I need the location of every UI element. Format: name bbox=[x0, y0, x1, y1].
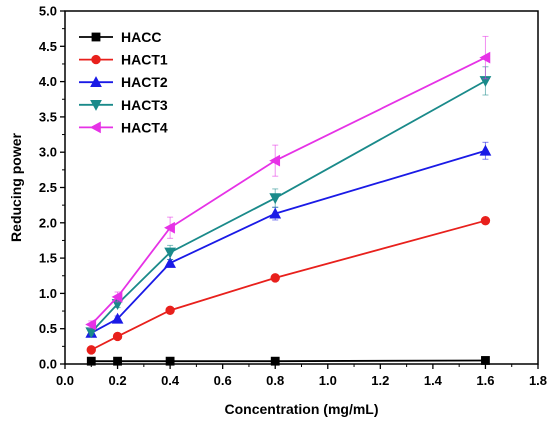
x-tick-label: 1.0 bbox=[319, 373, 337, 388]
data-point bbox=[86, 356, 96, 366]
data-point bbox=[111, 312, 124, 324]
y-tick-label: 1.5 bbox=[39, 251, 57, 266]
legend-label: HACT1 bbox=[121, 52, 168, 68]
x-axis-title: Concentration (mg/mL) bbox=[225, 401, 379, 417]
legend-marker bbox=[90, 76, 102, 88]
series-hact2 bbox=[85, 141, 492, 338]
x-tick-label: 0.2 bbox=[109, 373, 127, 388]
legend-label: HACC bbox=[121, 29, 161, 45]
data-point bbox=[113, 356, 122, 366]
data-point bbox=[86, 345, 96, 355]
x-tick-label: 0.8 bbox=[266, 373, 284, 388]
data-point bbox=[164, 221, 175, 234]
data-point bbox=[270, 356, 280, 366]
legend-label: HACT4 bbox=[121, 119, 168, 135]
y-tick-label: 0.0 bbox=[39, 357, 57, 372]
data-point bbox=[481, 356, 490, 365]
data-point bbox=[269, 193, 282, 205]
data-point bbox=[85, 318, 97, 331]
y-tick-label: 0.5 bbox=[39, 321, 57, 336]
x-tick-label: 1.4 bbox=[424, 373, 443, 388]
series-hact4 bbox=[85, 35, 491, 331]
x-tick-label: 0.6 bbox=[214, 373, 232, 388]
legend-marker bbox=[90, 99, 102, 111]
x-tick-label: 0.0 bbox=[56, 373, 74, 388]
y-axis-title: Reducing power bbox=[8, 133, 24, 242]
data-point bbox=[270, 273, 280, 283]
legend: HACC HACT1 HACT2 HACT3 HACT4 bbox=[79, 29, 168, 135]
legend-label: HACT3 bbox=[121, 97, 168, 113]
data-point bbox=[269, 154, 281, 167]
legend-marker bbox=[91, 54, 101, 65]
series-hact1 bbox=[86, 215, 491, 355]
legend-marker bbox=[89, 121, 101, 134]
y-tick-label: 5.0 bbox=[39, 4, 57, 19]
data-point bbox=[269, 207, 282, 219]
legend-item: HACT4 bbox=[79, 119, 168, 135]
series-line bbox=[90, 219, 486, 351]
legend-label: HACT2 bbox=[121, 74, 168, 90]
legend-marker bbox=[91, 32, 101, 42]
data-point bbox=[479, 144, 492, 156]
legend-item: HACT1 bbox=[79, 52, 168, 68]
y-tick-label: 4.0 bbox=[39, 74, 57, 89]
y-tick-label: 3.0 bbox=[39, 145, 57, 160]
y-tick-label: 2.0 bbox=[39, 215, 57, 230]
legend-item: HACT2 bbox=[79, 74, 168, 90]
y-tick-label: 4.5 bbox=[39, 39, 57, 54]
series-layer bbox=[85, 35, 492, 366]
x-tick-label: 1.2 bbox=[371, 373, 389, 388]
data-point bbox=[165, 305, 175, 316]
y-tick-label: 1.0 bbox=[39, 286, 57, 301]
y-tick-label: 3.5 bbox=[39, 109, 57, 124]
data-point bbox=[479, 51, 491, 64]
data-point bbox=[164, 247, 176, 259]
series-line bbox=[90, 149, 486, 334]
axis-ticks: 0.0 0.2 0.4 0.6 0.8 1.0 1.2 1.4 1.6 1.8 0.0 0.5 1.0 1… bbox=[39, 4, 547, 389]
legend-item: HACT3 bbox=[79, 97, 168, 113]
legend-item: HACC bbox=[79, 29, 161, 45]
x-tick-label: 0.4 bbox=[161, 373, 180, 388]
data-point bbox=[480, 215, 491, 226]
data-point bbox=[112, 331, 123, 342]
series-line bbox=[91, 359, 486, 363]
data-point bbox=[111, 291, 123, 303]
x-tick-label: 1.6 bbox=[476, 373, 494, 388]
data-point bbox=[165, 356, 175, 366]
series-hacc bbox=[86, 356, 490, 366]
x-tick-label: 1.8 bbox=[529, 373, 547, 388]
data-point bbox=[164, 257, 176, 268]
y-tick-label: 2.5 bbox=[39, 180, 57, 195]
